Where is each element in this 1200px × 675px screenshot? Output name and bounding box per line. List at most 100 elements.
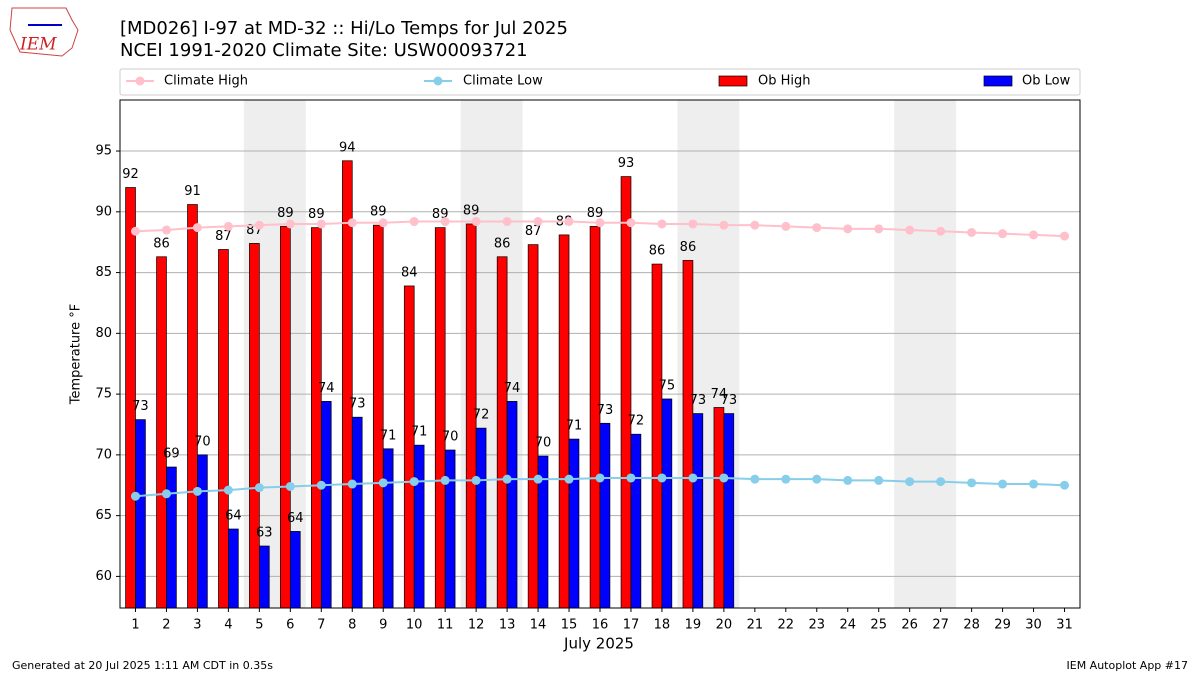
line-point	[285, 481, 295, 491]
x-tick-label: 13	[499, 618, 516, 633]
data-label: 74	[711, 387, 728, 402]
data-label: 84	[401, 265, 418, 280]
x-tick-label: 26	[901, 618, 918, 633]
x-tick-label: 10	[406, 618, 423, 633]
x-tick-label: 17	[623, 618, 640, 633]
x-tick-label: 28	[963, 618, 980, 633]
data-label: 70	[535, 436, 552, 451]
data-label: 72	[473, 408, 490, 423]
data-label: 91	[184, 184, 201, 199]
line-point	[192, 223, 202, 233]
data-label: 73	[349, 397, 366, 412]
data-label: 73	[132, 399, 149, 414]
line-point	[533, 217, 543, 227]
line-point	[688, 473, 698, 483]
line-point	[161, 489, 171, 499]
x-tick-label: 4	[224, 618, 232, 633]
y-tick-label: 75	[95, 387, 112, 402]
bar	[692, 413, 704, 609]
logo-text: IEM	[19, 35, 57, 55]
legend	[119, 68, 1081, 96]
line-point	[471, 475, 481, 485]
x-tick-label: 6	[286, 618, 294, 633]
y-tick-label: 80	[95, 326, 112, 341]
line-point	[223, 485, 233, 495]
bar	[403, 285, 415, 609]
legend-label: Ob High	[758, 74, 811, 89]
data-label: 87	[215, 229, 232, 244]
data-label: 92	[122, 167, 139, 182]
bar	[341, 160, 353, 609]
x-tick-label: 1	[131, 618, 139, 633]
y-tick-label: 95	[95, 144, 112, 159]
y-tick-label: 65	[95, 508, 112, 523]
bar	[218, 249, 229, 609]
bar	[434, 227, 446, 609]
x-tick-label: 30	[1025, 618, 1042, 633]
line-point	[936, 477, 946, 487]
line-point	[409, 477, 419, 487]
bar	[661, 398, 673, 609]
bar	[187, 204, 198, 609]
line-point	[285, 219, 295, 229]
y-tick-label: 70	[95, 447, 112, 462]
line-point	[192, 486, 202, 496]
legend-label: Ob Low	[1022, 74, 1071, 89]
bar	[496, 256, 508, 609]
line-point	[502, 474, 512, 484]
data-label: 86	[153, 236, 170, 251]
line-point	[347, 479, 357, 489]
data-label: 70	[442, 430, 459, 445]
chart-subtitle: NCEI 1991-2020 Climate Site: USW00093721	[120, 40, 528, 61]
line-point	[874, 224, 884, 234]
data-label: 94	[339, 140, 356, 155]
line-point	[998, 229, 1008, 239]
line-point	[905, 225, 915, 235]
bar	[320, 401, 332, 609]
x-tick-label: 20	[716, 618, 733, 633]
line-point	[316, 219, 326, 229]
line-point	[719, 220, 729, 230]
data-label: 71	[380, 428, 397, 443]
chart-title: [MD026] I-97 at MD-32 :: Hi/Lo Temps for…	[120, 18, 568, 39]
data-label: 89	[587, 206, 604, 221]
bar	[280, 226, 291, 609]
x-tick-label: 8	[348, 618, 356, 633]
y-axis-label: Temperature °F	[69, 304, 84, 405]
legend-label: Climate High	[164, 74, 248, 89]
line-point	[130, 491, 140, 501]
bar	[197, 454, 208, 609]
legend-swatch	[433, 76, 443, 86]
line-point	[347, 218, 357, 228]
x-axis-label: July 2025	[563, 635, 634, 653]
data-label: 86	[494, 236, 511, 251]
line-point	[440, 217, 450, 227]
data-label: 73	[690, 393, 707, 408]
line-point	[1060, 231, 1070, 241]
data-label: 73	[597, 403, 614, 418]
line-point	[595, 473, 605, 483]
bar	[682, 260, 694, 609]
bar	[259, 545, 270, 609]
data-label: 73	[721, 393, 738, 408]
line-point	[502, 217, 512, 227]
logo-outline	[9, 7, 79, 57]
line-point	[936, 226, 946, 236]
x-tick-label: 27	[932, 618, 949, 633]
bar	[311, 227, 322, 609]
line-point	[1029, 230, 1039, 240]
y-tick-label: 85	[95, 265, 112, 280]
line-point	[1029, 479, 1039, 489]
x-tick-label: 21	[747, 618, 764, 633]
line-point	[812, 223, 822, 233]
line-point	[967, 478, 977, 488]
line-point	[378, 478, 388, 488]
data-label: 63	[256, 526, 273, 541]
line-point	[843, 224, 853, 234]
x-tick-label: 23	[809, 618, 826, 633]
x-tick-label: 25	[870, 618, 887, 633]
data-label: 72	[628, 414, 645, 429]
line-point	[316, 480, 326, 490]
line-point	[440, 475, 450, 485]
